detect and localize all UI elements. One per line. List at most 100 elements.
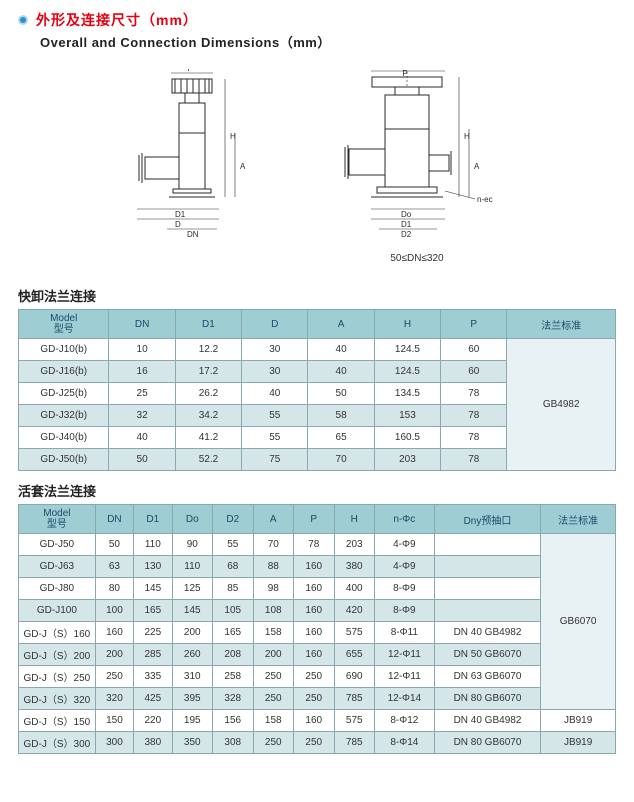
cell-d1: 335 (134, 666, 172, 688)
cell-dny: DN 80 GB6070 (434, 732, 541, 754)
cell-dn: 160 (95, 622, 133, 644)
cell-h: 153 (374, 405, 440, 427)
cell-dny: DN 80 GB6070 (434, 688, 541, 710)
cell-a: 65 (308, 427, 374, 449)
diagram-right-caption: 50≤DN≤320 (327, 253, 507, 264)
cell-model: GD-J（S）160 (19, 622, 96, 644)
cell-model: GD-J40(b) (19, 427, 109, 449)
table-row: GD-J（S）20020028526020820016065512-Φ11DN … (19, 644, 616, 666)
cell-h: 134.5 (374, 383, 440, 405)
cell-d2: 105 (213, 600, 254, 622)
cell-d1: 425 (134, 688, 172, 710)
cell-d2: 258 (213, 666, 254, 688)
valve-drawing-left-icon: P H A D1 D DN (127, 69, 267, 249)
cell-model: GD-J80 (19, 578, 96, 600)
cell-a: 88 (253, 556, 294, 578)
cell-h: 690 (334, 666, 375, 688)
table-row: GD-J（S）1601602252001651581605758-Φ11DN 4… (19, 622, 616, 644)
col-nphic: n-Φc (375, 505, 435, 534)
diagram-left: P H A D1 D DN (127, 69, 267, 264)
valve-drawing-right-icon: P H A n-ec Do D1 D2 (327, 69, 507, 249)
cell-d1: 225 (134, 622, 172, 644)
cell-dn: 32 (109, 405, 175, 427)
cell-d1: 145 (134, 578, 172, 600)
cell-d2: 156 (213, 710, 254, 732)
cell-d: 40 (242, 383, 308, 405)
cell-h: 575 (334, 622, 375, 644)
table-row: GD-J1001001651451051081604208-Φ9 (19, 600, 616, 622)
col-d2: D2 (213, 505, 254, 534)
cell-a: 108 (253, 600, 294, 622)
cell-p: 60 (441, 339, 507, 361)
cell-dn: 100 (95, 600, 133, 622)
svg-text:A: A (240, 162, 246, 171)
cell-model: GD-J50 (19, 534, 96, 556)
cell-h: 203 (334, 534, 375, 556)
cell-nphic: 8-Φ14 (375, 732, 435, 754)
cell-do: 350 (172, 732, 213, 754)
cell-a: 40 (308, 339, 374, 361)
cell-d: 30 (242, 339, 308, 361)
cell-dn: 16 (109, 361, 175, 383)
cell-p: 78 (441, 405, 507, 427)
table-row: GD-J5050110905570782034-Φ9GB6070 (19, 534, 616, 556)
cell-dn: 80 (95, 578, 133, 600)
cell-model: GD-J（S）200 (19, 644, 96, 666)
svg-text:D2: D2 (401, 230, 412, 239)
table1-header-row: Model 型号 DN D1 D A H P 法兰标准 (19, 310, 616, 339)
table-row: GD-J808014512585981604008-Φ9 (19, 578, 616, 600)
cell-dn: 50 (95, 534, 133, 556)
cell-do: 90 (172, 534, 213, 556)
cell-p: 250 (294, 688, 335, 710)
cell-d2: 55 (213, 534, 254, 556)
cell-p: 78 (441, 383, 507, 405)
col-std: 法兰标准 (541, 505, 616, 534)
cell-model: GD-J32(b) (19, 405, 109, 427)
cell-p: 160 (294, 622, 335, 644)
cell-p: 160 (294, 710, 335, 732)
table-row: GD-J10(b)1012.23040124.560GB4982 (19, 339, 616, 361)
col-h: H (374, 310, 440, 339)
header: 外形及连接尺寸（mm） (18, 10, 616, 30)
cell-h: 785 (334, 688, 375, 710)
cell-d1: 220 (134, 710, 172, 732)
cell-model: GD-J16(b) (19, 361, 109, 383)
col-p: P (294, 505, 335, 534)
cell-std: JB919 (541, 732, 616, 754)
title-english: Overall and Connection Dimensions（mm） (40, 32, 616, 51)
cell-dn: 320 (95, 688, 133, 710)
cell-d2: 165 (213, 622, 254, 644)
cell-dny: DN 63 GB6070 (434, 666, 541, 688)
cell-h: 160.5 (374, 427, 440, 449)
svg-text:DN: DN (187, 230, 199, 239)
cell-d2: 85 (213, 578, 254, 600)
col-model: Model 型号 (19, 505, 96, 534)
table-row: GD-J（S）3003003803503082502507858-Φ14DN 8… (19, 732, 616, 754)
cell-std: JB919 (541, 710, 616, 732)
table-row: GD-J（S）32032042539532825025078512-Φ14DN … (19, 688, 616, 710)
col-std: 法兰标准 (507, 310, 616, 339)
cell-dn: 150 (95, 710, 133, 732)
cell-h: 575 (334, 710, 375, 732)
cell-dn: 40 (109, 427, 175, 449)
cell-p: 78 (294, 534, 335, 556)
cell-p: 250 (294, 732, 335, 754)
svg-text:P: P (187, 69, 192, 73)
title-chinese: 外形及连接尺寸（mm） (36, 10, 198, 30)
cell-do: 310 (172, 666, 213, 688)
cell-dny: DN 40 GB4982 (434, 710, 541, 732)
svg-text:D1: D1 (175, 210, 186, 219)
cell-h: 203 (374, 449, 440, 471)
table1-title: 快卸法兰连接 (18, 286, 616, 305)
cell-dny (434, 556, 541, 578)
cell-model: GD-J（S）250 (19, 666, 96, 688)
cell-nphic: 4-Φ9 (375, 534, 435, 556)
col-p: P (441, 310, 507, 339)
cell-model: GD-J（S）150 (19, 710, 96, 732)
cell-a: 250 (253, 732, 294, 754)
cell-dn: 10 (109, 339, 175, 361)
cell-d1: 34.2 (175, 405, 241, 427)
cell-dny (434, 600, 541, 622)
cell-d1: 285 (134, 644, 172, 666)
cell-a: 50 (308, 383, 374, 405)
